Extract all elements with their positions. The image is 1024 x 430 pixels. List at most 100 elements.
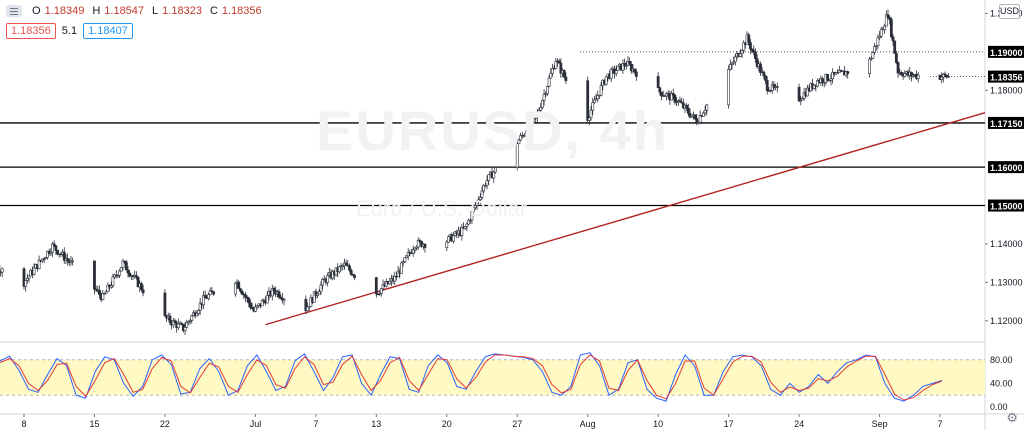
- candle-body: [465, 223, 469, 227]
- level-label-bg: [988, 45, 1024, 58]
- candle-body: [482, 184, 486, 192]
- candle-body: [104, 291, 108, 294]
- candle-body: [116, 275, 120, 277]
- candle-body: [806, 87, 809, 97]
- oscillator-tick-label: 0.00: [990, 402, 1008, 412]
- candle-body: [515, 143, 519, 168]
- candle-body: [911, 74, 915, 77]
- candle-body: [886, 14, 890, 18]
- candle-body: [896, 62, 900, 74]
- candle-body: [341, 265, 345, 267]
- candle-body: [524, 133, 528, 137]
- candle-body: [633, 68, 637, 73]
- candle-body: [525, 133, 529, 135]
- candle-body: [869, 57, 873, 60]
- candle-body: [821, 78, 824, 83]
- candle-body: [697, 122, 700, 125]
- price-level-label: 1.17150: [990, 119, 1023, 129]
- candle-body: [415, 246, 418, 249]
- candle-body: [702, 112, 705, 117]
- stochastic-d-line: [0, 354, 943, 401]
- candle-body: [730, 62, 734, 65]
- candle-body: [727, 69, 731, 106]
- candle-body: [554, 61, 558, 69]
- candle-body: [517, 139, 521, 145]
- oscillator-tick-label: 40.00: [990, 378, 1013, 388]
- candle-body: [119, 267, 123, 272]
- candle-body: [401, 261, 405, 264]
- candle-body: [210, 290, 214, 293]
- time-tick-label: 24: [794, 419, 804, 429]
- candle-body: [198, 302, 202, 311]
- candle-body: [547, 77, 551, 87]
- candle-body: [270, 288, 274, 297]
- candle-body: [940, 76, 944, 80]
- candle-body: [321, 278, 325, 286]
- candle-body: [755, 58, 759, 67]
- candle-body: [265, 295, 269, 304]
- gear-icon[interactable]: ⚙: [1006, 410, 1018, 425]
- candle-body: [381, 284, 385, 289]
- oscillator-tick-label: 80.00: [990, 355, 1013, 365]
- candle-body: [124, 261, 128, 271]
- candle-body: [71, 260, 75, 263]
- high-value: 1.18547: [104, 5, 145, 17]
- candle-body: [176, 323, 180, 328]
- candle-body: [738, 53, 742, 57]
- candle-body: [623, 63, 627, 67]
- candle-body: [749, 42, 752, 50]
- trade-buttons: 1.18356 5.1 1.18407: [6, 23, 133, 39]
- candle-body: [494, 167, 497, 173]
- last-price-label-bg: [988, 70, 1024, 83]
- candle-body: [742, 42, 746, 51]
- candle-body: [46, 250, 49, 258]
- candle-body: [0, 268, 4, 273]
- candle-body: [591, 102, 595, 111]
- low-key: L: [152, 5, 159, 17]
- candle-body: [452, 235, 455, 242]
- candle-body: [698, 115, 702, 123]
- candle-body: [187, 321, 190, 324]
- candle-body: [889, 19, 893, 38]
- time-tick-label: 7: [937, 419, 942, 429]
- candle-body: [247, 297, 251, 304]
- time-tick-label: Sep: [872, 419, 888, 429]
- candle-body: [353, 274, 356, 278]
- candle-body: [173, 320, 177, 324]
- time-tick-label: Aug: [580, 419, 596, 429]
- candle-body: [379, 288, 383, 294]
- candle-body: [111, 276, 115, 286]
- candle-body: [670, 93, 673, 101]
- candle-body: [477, 199, 481, 202]
- candle-body: [406, 252, 410, 257]
- candle-body: [827, 79, 831, 82]
- candle-body: [66, 258, 70, 261]
- candle-body: [304, 298, 308, 312]
- candle-body: [658, 87, 662, 93]
- candle-body: [374, 277, 378, 295]
- candle-body: [239, 288, 242, 292]
- candle-body: [463, 226, 467, 229]
- currency-label[interactable]: USD: [999, 4, 1020, 19]
- time-tick-label: 15: [89, 419, 99, 429]
- candle-body: [527, 123, 531, 134]
- candle-body: [98, 289, 101, 295]
- candle-body: [121, 260, 125, 268]
- sell-button[interactable]: 1.18356: [6, 23, 56, 39]
- candle-body: [846, 71, 850, 74]
- candle-body: [106, 284, 110, 293]
- spread-value: 5.1: [61, 25, 78, 37]
- candle-body: [487, 174, 491, 181]
- candle-body: [609, 69, 613, 79]
- candle-body: [703, 110, 707, 114]
- candle-body: [411, 249, 415, 254]
- collapse-icon[interactable]: [6, 5, 22, 17]
- time-tick-label: 8: [21, 419, 26, 429]
- candle-body: [312, 291, 316, 303]
- candle-body: [51, 243, 54, 253]
- buy-button[interactable]: 1.18407: [83, 23, 133, 39]
- candle-body: [822, 81, 826, 84]
- candle-body: [42, 258, 46, 260]
- candle-body: [685, 104, 689, 109]
